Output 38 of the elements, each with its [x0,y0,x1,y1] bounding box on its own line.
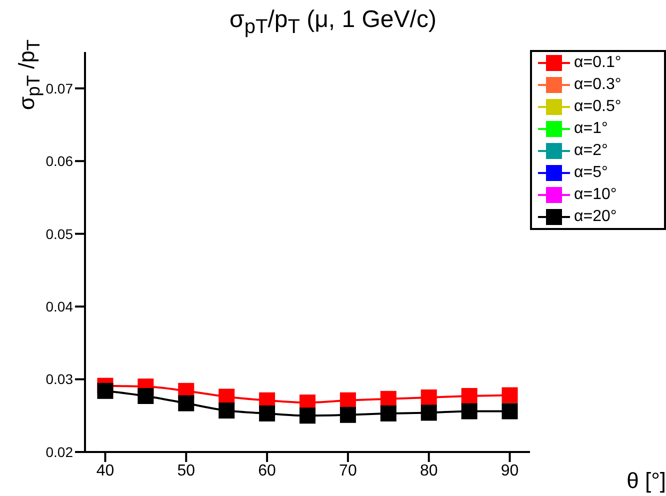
y-tick-label: 0.04 [46,298,74,315]
legend-label: α=0.1° [574,54,622,72]
point [138,388,154,404]
legend-label: α=5° [574,164,608,182]
legend-label: α=1° [574,120,608,138]
legend-label: α=0.5° [574,98,622,116]
y-tick-label: 0.07 [46,80,74,96]
point [420,404,437,421]
point [380,390,396,407]
point [380,405,396,422]
x-tick-label: 90 [500,462,519,480]
x-tick-label: 50 [177,462,196,480]
legend-label: α=20° [574,208,617,226]
point [340,392,356,408]
point [178,395,194,412]
point [340,406,356,423]
y-tick-label: 0.03 [46,371,74,388]
x-tick-label: 70 [339,462,357,480]
point [218,402,235,419]
legend-label: α=10° [574,186,617,204]
point [300,408,316,424]
point [259,405,276,422]
x-tick-label: 60 [258,462,276,480]
y-tick-label: 0.02 [46,444,74,460]
point [461,403,478,420]
legend-label: α=0.3° [574,76,622,94]
point [461,388,478,404]
x-axis-title: θ [°] [626,468,666,494]
point [502,387,518,404]
x-tick-label: 40 [96,462,114,480]
x-tick-label: 80 [420,462,438,480]
point [97,382,114,399]
point [420,389,437,406]
point [502,403,518,420]
legend-label: α=2° [574,142,608,160]
chart-title: σ$_{pT}$/p$_{T}$ (μ, 1 GeV/c) [228,6,438,39]
y-tick-label: 0.06 [46,153,74,170]
y-tick-label: 0.05 [46,226,74,242]
